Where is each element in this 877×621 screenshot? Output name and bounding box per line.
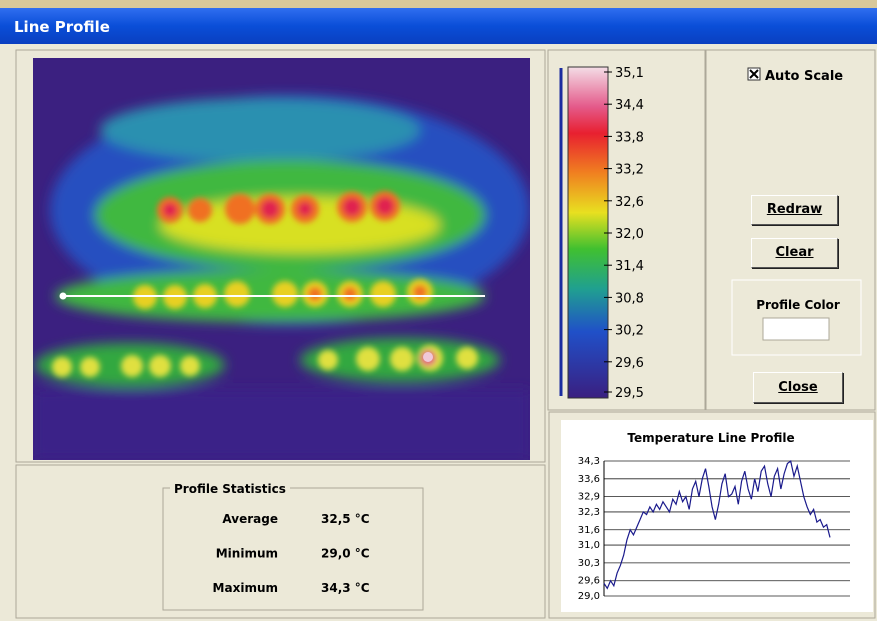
stat-value: 34,3 °C	[321, 581, 370, 595]
color-scale-label: 31,4	[615, 259, 644, 274]
window-title: Line Profile	[14, 18, 110, 36]
chart-title: Temperature Line Profile	[627, 431, 794, 445]
auto-scale-label: Auto Scale	[765, 69, 843, 84]
y-tick-label: 32,9	[578, 492, 600, 503]
color-scale-ticks: 35,1 34,4 33,8 33,2 32,6 32,0 31,4 30,8 30,2 29,6…	[604, 66, 644, 401]
clear-button[interactable]: Clear	[751, 238, 838, 268]
y-tick-label: 31,0	[578, 540, 600, 551]
color-scale-label: 33,2	[615, 163, 644, 178]
stat-label: Minimum	[216, 547, 278, 561]
dialog: Line Profile 35,1 34,4	[0, 0, 877, 621]
profile-start	[60, 293, 67, 300]
color-scale-label: 30,8	[615, 291, 644, 306]
color-scale-label: 30,2	[615, 324, 644, 339]
y-tick-label: 31,6	[578, 525, 600, 536]
color-scale-label: 29,5	[615, 386, 644, 401]
profile-color-label: Profile Color	[756, 298, 840, 312]
stat-value: 32,5 °C	[321, 512, 370, 526]
thermal-image	[33, 58, 530, 460]
y-tick-label: 32,3	[578, 507, 600, 518]
redraw-button[interactable]: Redraw	[751, 195, 838, 225]
statistics-rows: Average 32,5 °C Minimum 29,0 °C Maximum 34,3 …	[213, 512, 370, 595]
y-tick-label: 29,6	[578, 576, 600, 587]
color-scale-label: 34,4	[615, 98, 644, 113]
profile-color-swatch[interactable]	[763, 318, 829, 340]
color-scale-label: 29,6	[615, 356, 644, 371]
page: Line Profile 35,1 34,4	[0, 0, 877, 621]
statistics-group	[163, 488, 423, 610]
statistics-title: Profile Statistics	[174, 482, 286, 496]
y-tick-label: 29,0	[578, 591, 600, 602]
color-scale-label: 35,1	[615, 66, 644, 81]
stat-label: Average	[222, 512, 278, 526]
y-tick-label: 33,6	[578, 474, 600, 485]
stat-value: 29,0 °C	[321, 547, 370, 561]
close-button[interactable]: Close	[753, 372, 843, 403]
y-tick-label: 30,3	[578, 558, 600, 569]
color-scale-label: 32,0	[615, 227, 644, 242]
color-scale-label: 32,6	[615, 195, 644, 210]
color-scale-label: 33,8	[615, 130, 644, 145]
color-bar	[568, 67, 608, 398]
stat-label: Maximum	[213, 581, 278, 595]
chart-area	[561, 420, 873, 612]
desktop-strip	[0, 0, 877, 8]
y-tick-label: 34,3	[578, 456, 600, 467]
title-bar	[0, 8, 877, 44]
